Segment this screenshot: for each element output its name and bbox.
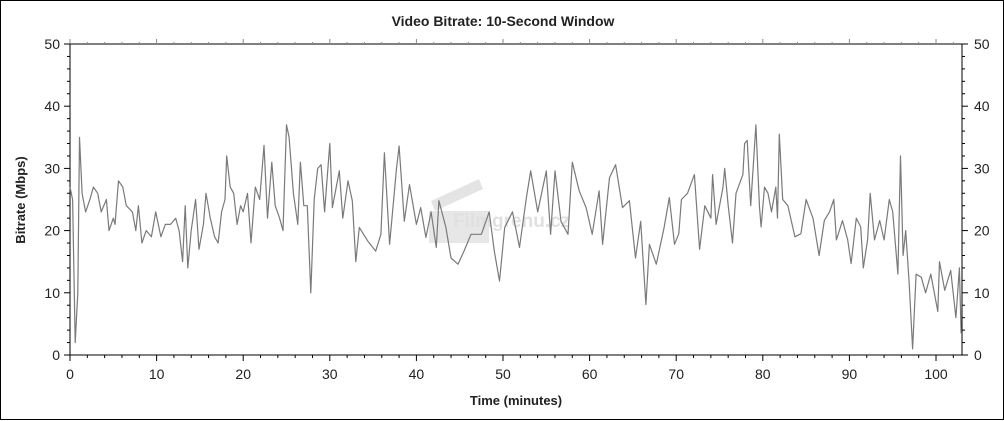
x-tick-label: 80 xyxy=(755,366,771,382)
right-y-tick-label: 50 xyxy=(974,36,990,52)
series-layer xyxy=(69,124,962,350)
x-tick-label: 0 xyxy=(66,366,74,382)
x-tick-label: 60 xyxy=(582,366,598,382)
chart-title: Video Bitrate: 10-Second Window xyxy=(392,13,615,29)
x-tick-label: 100 xyxy=(924,366,948,382)
y-tick-label: 10 xyxy=(44,285,60,301)
right-y-tick-label: 40 xyxy=(974,98,990,114)
y-axis-title: Bitrate (Mbps) xyxy=(13,156,28,243)
y-tick-label: 30 xyxy=(44,160,60,176)
y-tick-label: 50 xyxy=(44,36,60,52)
y-tick-label: 0 xyxy=(52,347,60,363)
y-tick-label: 20 xyxy=(44,223,60,239)
x-tick-label: 50 xyxy=(495,366,511,382)
bitrate-line xyxy=(69,124,962,350)
x-tick-label: 40 xyxy=(409,366,425,382)
x-tick-label: 30 xyxy=(322,366,338,382)
x-axis-title: Time (minutes) xyxy=(470,393,562,408)
watermark-text: Filmgrenu.cz xyxy=(453,211,570,232)
x-tick-label: 20 xyxy=(235,366,251,382)
right-y-tick-label: 0 xyxy=(974,347,982,363)
x-tick-label: 70 xyxy=(668,366,684,382)
right-y-tick-label: 30 xyxy=(974,160,990,176)
x-tick-label: 90 xyxy=(842,366,858,382)
y-tick-label: 40 xyxy=(44,98,60,114)
right-y-tick-label: 20 xyxy=(974,223,990,239)
right-y-tick-label: 10 xyxy=(974,285,990,301)
watermark-logo: Filmgrenu.cz xyxy=(429,179,570,243)
x-tick-label: 10 xyxy=(149,366,165,382)
